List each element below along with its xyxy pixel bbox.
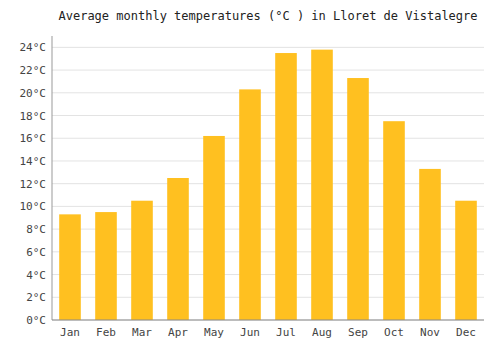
bar <box>95 212 117 320</box>
x-tick-label: Dec <box>456 326 476 339</box>
bars <box>59 50 477 320</box>
y-tick-label: 2°C <box>26 291 46 304</box>
y-tick-labels: 0°C 2°C 4°C 6°C 8°C 10°C 12°C 14°C 16°C 18°C 20°C 2… <box>20 41 47 327</box>
grid-line <box>52 138 484 139</box>
bar <box>167 178 189 320</box>
y-tick-label: 4°C <box>26 269 46 282</box>
bar <box>275 53 297 320</box>
bar <box>347 78 369 320</box>
y-tick-label: 18°C <box>20 110 47 123</box>
x-axis-line <box>52 320 484 321</box>
bar <box>131 201 153 320</box>
bar <box>59 214 81 320</box>
x-tick-label: Jul <box>276 326 296 339</box>
x-tick-labels: Jan Feb Mar Apr May Jun Jul Aug Sep Oct Nov Dec <box>60 326 476 339</box>
bar <box>311 50 333 320</box>
grid-line <box>52 92 484 93</box>
y-tick-label: 20°C <box>20 87 47 100</box>
grid-line <box>52 320 484 321</box>
y-tick-label: 6°C <box>26 246 46 259</box>
bar <box>455 201 477 320</box>
x-tick-label: Jan <box>60 326 80 339</box>
grid-line <box>52 160 484 161</box>
y-tick-label: 16°C <box>20 132 47 145</box>
y-tick-label: 10°C <box>20 200 47 213</box>
x-tick-label: Nov <box>420 326 440 339</box>
y-axis-line <box>52 36 53 320</box>
x-tick-label: Mar <box>132 326 152 339</box>
chart: Average monthly temperatures (°C ) in Ll… <box>0 0 500 350</box>
y-tick-label: 12°C <box>20 178 47 191</box>
grid-line <box>52 115 484 116</box>
grid-line <box>52 70 484 71</box>
title: Average monthly temperatures (°C ) in Ll… <box>58 9 477 23</box>
x-tick-label: Oct <box>384 326 404 339</box>
x-tick-label: Apr <box>168 326 188 339</box>
y-tick-label: 14°C <box>20 155 47 168</box>
x-tick-label: Aug <box>312 326 332 339</box>
x-tick-label: Feb <box>96 326 116 339</box>
x-tick-label: Sep <box>348 326 368 339</box>
bar <box>383 121 405 320</box>
y-tick-label: 24°C <box>20 41 47 54</box>
grid-line <box>52 47 484 48</box>
bar <box>419 169 441 320</box>
y-tick-label: 22°C <box>20 64 47 77</box>
bar <box>239 89 261 320</box>
y-tick-label: 0°C <box>26 314 46 327</box>
y-tick-label: 8°C <box>26 223 46 236</box>
x-tick-label: Jun <box>240 326 260 339</box>
y-grid <box>52 47 484 320</box>
x-tick-label: May <box>204 326 224 339</box>
bar <box>203 136 225 320</box>
